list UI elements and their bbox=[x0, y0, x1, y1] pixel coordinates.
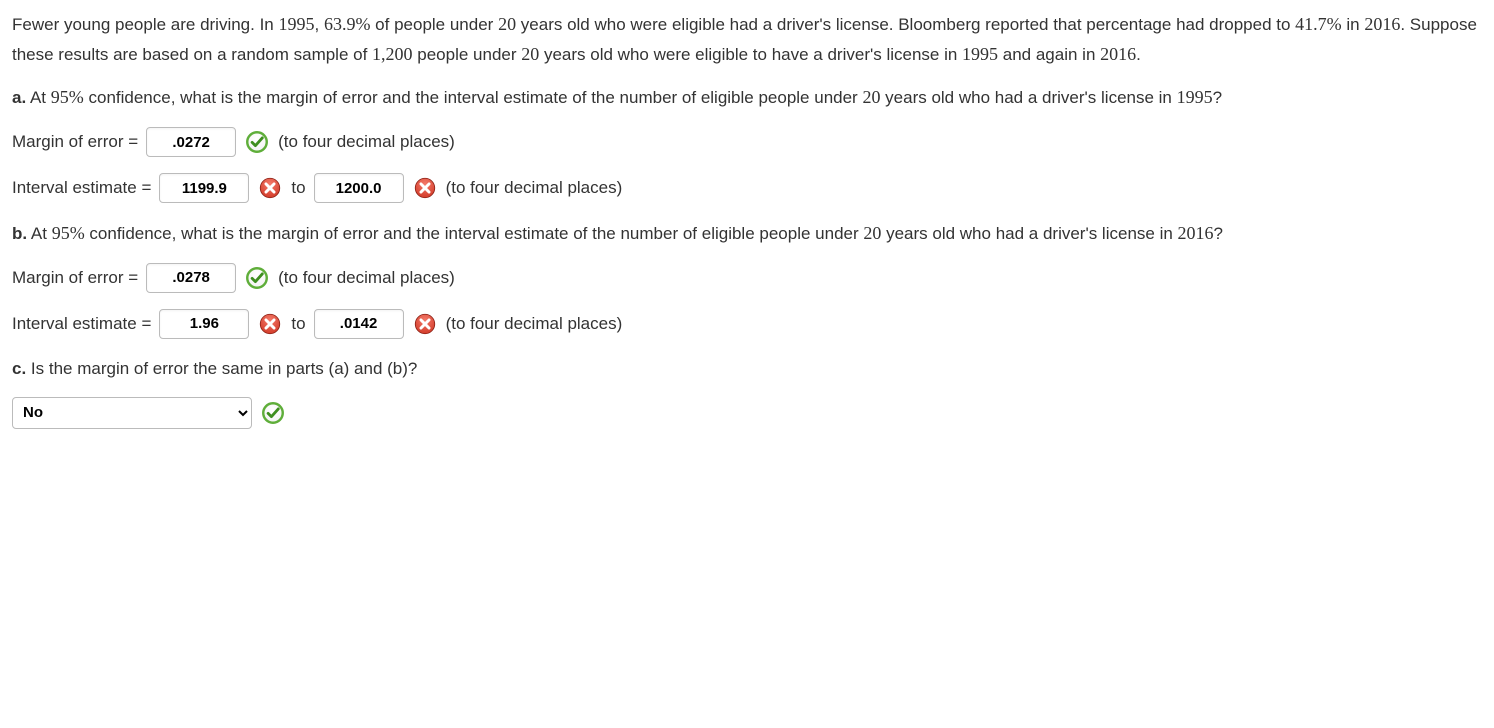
part-label-b: b. bbox=[12, 224, 27, 243]
num-2016: 2016 bbox=[1178, 223, 1214, 243]
to-label: to bbox=[291, 174, 305, 202]
intro-text: Fewer young people are driving. In bbox=[12, 15, 279, 34]
hint-4dp: (to four decimal places) bbox=[446, 174, 623, 202]
q-text: confidence, what is the margin of error … bbox=[85, 224, 864, 243]
num-95pct: 95% bbox=[51, 87, 84, 107]
question-b: b. At 95% confidence, what is the margin… bbox=[12, 219, 1482, 249]
intro-text: , bbox=[315, 15, 324, 34]
q-text: years old who had a driver's license in bbox=[881, 224, 1177, 243]
q-text: confidence, what is the margin of error … bbox=[84, 88, 863, 107]
intro-paragraph: Fewer young people are driving. In 1995,… bbox=[12, 10, 1482, 69]
q-text: At bbox=[27, 224, 52, 243]
intro-text: people under bbox=[413, 45, 522, 64]
intro-text: years old who were eligible to have a dr… bbox=[539, 45, 962, 64]
intro-text: years old who were eligible had a driver… bbox=[516, 15, 1295, 34]
x-icon bbox=[412, 175, 438, 201]
interval-hi-input-b[interactable] bbox=[314, 309, 404, 339]
num-41-7pct: 41.7% bbox=[1295, 14, 1342, 34]
hint-4dp: (to four decimal places) bbox=[446, 310, 623, 338]
intro-text: in bbox=[1342, 15, 1365, 34]
num-1995b: 1995 bbox=[962, 44, 998, 64]
num-2016b: 2016 bbox=[1100, 44, 1136, 64]
check-icon bbox=[244, 129, 270, 155]
moe-input-b[interactable] bbox=[146, 263, 236, 293]
to-label: to bbox=[291, 310, 305, 338]
part-label-c: c. bbox=[12, 359, 26, 378]
row-c-select: No bbox=[12, 397, 1482, 429]
num-2016: 2016 bbox=[1364, 14, 1400, 34]
intro-text: . bbox=[1136, 45, 1141, 64]
moe-label: Margin of error = bbox=[12, 128, 138, 156]
row-b-interval: Interval estimate = to (to four decimal … bbox=[12, 309, 1482, 339]
x-icon bbox=[257, 175, 283, 201]
question-c: c. Is the margin of error the same in pa… bbox=[12, 355, 1482, 383]
num-20: 20 bbox=[863, 223, 881, 243]
row-a-interval: Interval estimate = to (to four decimal … bbox=[12, 173, 1482, 203]
num-20b: 20 bbox=[521, 44, 539, 64]
x-icon bbox=[257, 311, 283, 337]
q-text: years old who had a driver's license in bbox=[880, 88, 1176, 107]
check-icon bbox=[244, 265, 270, 291]
intro-text: and again in bbox=[998, 45, 1100, 64]
yesno-select-c[interactable]: No bbox=[12, 397, 252, 429]
q-text: Is the margin of error the same in parts… bbox=[26, 359, 417, 378]
interval-label: Interval estimate = bbox=[12, 310, 151, 338]
q-text: ? bbox=[1214, 224, 1223, 243]
q-text: At bbox=[26, 88, 51, 107]
check-icon bbox=[260, 400, 286, 426]
num-20: 20 bbox=[498, 14, 516, 34]
row-a-moe: Margin of error = (to four decimal place… bbox=[12, 127, 1482, 157]
x-icon bbox=[412, 311, 438, 337]
num-1995: 1995 bbox=[279, 14, 315, 34]
num-95pct: 95% bbox=[52, 223, 85, 243]
part-label-a: a. bbox=[12, 88, 26, 107]
num-20: 20 bbox=[862, 87, 880, 107]
num-63-9pct: 63.9% bbox=[324, 14, 371, 34]
num-1200: 1,200 bbox=[372, 44, 413, 64]
num-1995: 1995 bbox=[1177, 87, 1213, 107]
row-b-moe: Margin of error = (to four decimal place… bbox=[12, 263, 1482, 293]
intro-text: of people under bbox=[370, 15, 498, 34]
interval-hi-input-a[interactable] bbox=[314, 173, 404, 203]
moe-label: Margin of error = bbox=[12, 264, 138, 292]
question-a: a. At 95% confidence, what is the margin… bbox=[12, 83, 1482, 113]
interval-lo-input-a[interactable] bbox=[159, 173, 249, 203]
hint-4dp: (to four decimal places) bbox=[278, 264, 455, 292]
interval-lo-input-b[interactable] bbox=[159, 309, 249, 339]
q-text: ? bbox=[1213, 88, 1222, 107]
moe-input-a[interactable] bbox=[146, 127, 236, 157]
hint-4dp: (to four decimal places) bbox=[278, 128, 455, 156]
interval-label: Interval estimate = bbox=[12, 174, 151, 202]
